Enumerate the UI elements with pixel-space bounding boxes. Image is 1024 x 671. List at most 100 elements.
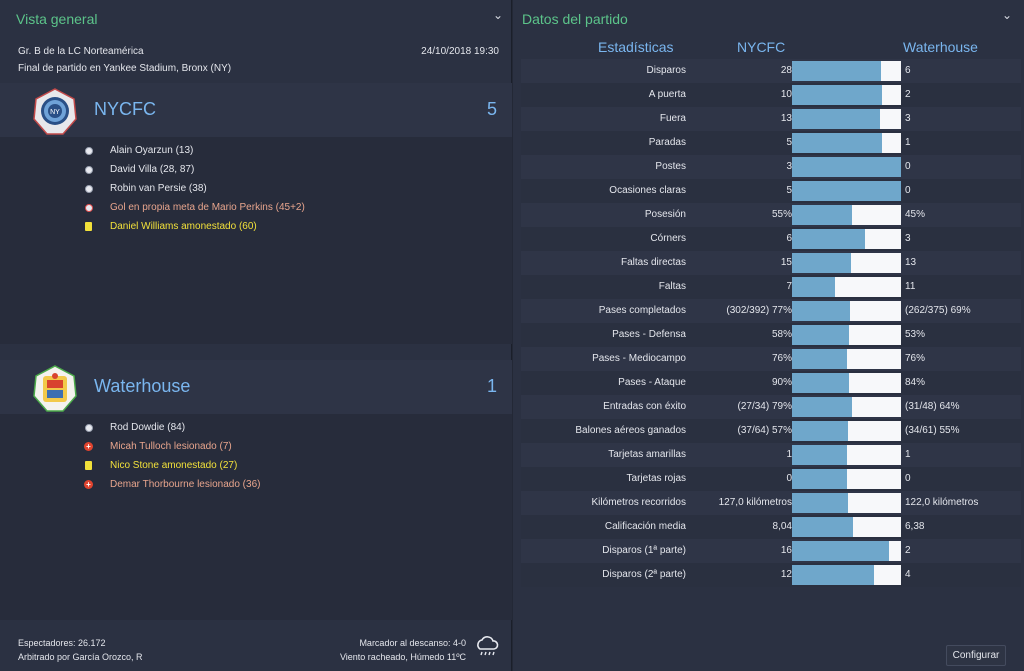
stat-home-value: 0 — [786, 473, 792, 484]
stat-comparison-bar — [792, 397, 901, 417]
stat-away-value: 2 — [905, 89, 911, 100]
stat-home-value: 3 — [786, 161, 792, 172]
event-text[interactable]: Rod Dowdie (84) — [110, 422, 186, 433]
stat-comparison-bar — [792, 469, 901, 489]
stat-label: Disparos (1ª parte) — [602, 545, 686, 556]
stat-comparison-bar — [792, 253, 901, 273]
stat-home-value: 13 — [780, 113, 792, 124]
away-team-name[interactable]: Waterhouse — [94, 376, 191, 396]
home-team-score: 5 — [486, 99, 497, 119]
stat-home-value: 28 — [780, 65, 792, 76]
stat-comparison-bar — [792, 109, 901, 129]
match-datetime: 24/10/2018 19:30 — [421, 46, 499, 57]
stat-comparison-bar — [792, 229, 901, 249]
stat-label: Paradas — [648, 137, 686, 148]
stat-row: Disparos 28 6 — [521, 59, 1021, 83]
event-text[interactable]: Gol en propia meta de Mario Perkins (45+… — [110, 202, 305, 213]
stat-home-value: 10 — [780, 89, 792, 100]
stat-away-value: 3 — [905, 233, 911, 244]
stat-home-value: 5 — [786, 185, 792, 196]
stat-away-value: 3 — [905, 113, 911, 124]
stat-home-bar-fill — [792, 181, 901, 201]
event-text[interactable]: Nico Stone amonestado (27) — [110, 460, 238, 471]
stat-home-value: 8,04 — [772, 521, 792, 532]
stat-away-value: 53% — [905, 329, 926, 340]
svg-text:NY: NY — [50, 109, 60, 116]
event-text[interactable]: David Villa (28, 87) — [110, 164, 195, 175]
stat-home-bar-fill — [792, 325, 849, 345]
stat-home-bar-fill — [792, 469, 847, 489]
stat-label: Disparos — [646, 65, 686, 76]
away-team-score: 1 — [486, 376, 497, 396]
stat-row: Disparos (2ª parte) 12 4 — [521, 563, 1021, 587]
stat-away-value: (31/48) 64% — [905, 401, 960, 412]
stat-comparison-bar — [792, 157, 901, 177]
away-team-block: Waterhouse 1 Rod Dowdie (84) + Micah Tullo… — [0, 360, 512, 620]
stat-home-value: 15 — [780, 257, 792, 268]
stat-comparison-bar — [792, 445, 901, 465]
competition-link[interactable]: Gr. B de la LC Norteamérica — [18, 46, 144, 57]
stat-home-value: 5 — [786, 137, 792, 148]
chevron-down-icon[interactable]: ⌄ — [492, 8, 503, 22]
stat-home-bar-fill — [792, 157, 901, 177]
stat-home-bar-fill — [792, 85, 883, 105]
event-row: + Micah Tulloch lesionado (7) — [0, 439, 512, 458]
stat-home-bar-fill — [792, 397, 852, 417]
chevron-down-icon[interactable]: ⌄ — [1001, 8, 1012, 22]
configure-button[interactable]: Configurar — [946, 645, 1006, 666]
event-text[interactable]: Alain Oyarzun (13) — [110, 145, 194, 156]
stat-home-bar-fill — [792, 133, 883, 153]
referee-text[interactable]: Arbitrado por García Orozco, R — [18, 652, 143, 662]
event-text[interactable]: Micah Tulloch lesionado (7) — [110, 441, 232, 452]
stat-label: Posesión — [644, 209, 686, 220]
event-row: Alain Oyarzun (13) — [0, 143, 512, 162]
stat-home-value: 6 — [786, 233, 792, 244]
stat-label: Ocasiones claras — [609, 185, 686, 196]
home-team-name[interactable]: NYCFC — [94, 99, 156, 119]
injury-icon: + — [84, 480, 93, 489]
stat-label: Fuera — [659, 113, 686, 124]
venue-text: Final de partido en Yankee Stadium, Bron… — [18, 63, 232, 74]
stat-label: Córners — [650, 233, 686, 244]
event-text[interactable]: Daniel Williams amonestado (60) — [110, 221, 257, 232]
stat-home-bar-fill — [792, 349, 847, 369]
nycfc-crest-icon[interactable]: NY — [30, 87, 80, 137]
stat-comparison-bar — [792, 85, 901, 105]
stat-away-value: 1 — [905, 137, 911, 148]
event-row: Robin van Persie (38) — [0, 181, 512, 200]
stat-home-bar-fill — [792, 541, 889, 561]
stat-comparison-bar — [792, 325, 901, 345]
event-text[interactable]: Demar Thorbourne lesionado (36) — [110, 479, 261, 490]
stat-label: Pases - Ataque — [618, 377, 686, 388]
stat-row: Faltas 7 11 — [521, 275, 1021, 299]
stat-row: Posesión 55% 45% — [521, 203, 1021, 227]
stat-row: Postes 3 0 — [521, 155, 1021, 179]
home-events-list: Alain Oyarzun (13) David Villa (28, 87) Ro… — [0, 143, 512, 238]
yellow-card-icon — [84, 461, 93, 470]
stat-home-value: 12 — [780, 569, 792, 580]
event-text[interactable]: Robin van Persie (38) — [110, 183, 207, 194]
stat-away-value: 45% — [905, 209, 926, 220]
waterhouse-crest-icon[interactable] — [30, 364, 80, 414]
stat-away-value: 4 — [905, 569, 911, 580]
halftime-score: Marcador al descanso: 4-0 — [359, 638, 466, 648]
stat-row: Pases - Defensa 58% 53% — [521, 323, 1021, 347]
stat-label: Pases completados — [598, 305, 686, 316]
stat-label: Balones aéreos ganados — [575, 425, 686, 436]
home-column-header: NYCFC — [737, 39, 786, 55]
stat-comparison-bar — [792, 421, 901, 441]
stat-away-value: 0 — [905, 473, 911, 484]
stat-row: Ocasiones claras 5 0 — [521, 179, 1021, 203]
stat-home-value: 7 — [786, 281, 792, 292]
stat-away-value: 84% — [905, 377, 926, 388]
stat-row: Disparos (1ª parte) 16 2 — [521, 539, 1021, 563]
stat-label: Entradas con éxito — [603, 401, 686, 412]
stat-row: Calificación media 8,04 6,38 — [521, 515, 1021, 539]
stat-row: Kilómetros recorridos 127,0 kilómetros 122… — [521, 491, 1021, 515]
stat-away-value: 6,38 — [905, 521, 925, 532]
stat-row: Pases - Ataque 90% 84% — [521, 371, 1021, 395]
stat-home-value: 127,0 kilómetros — [718, 497, 792, 508]
stat-label: Postes — [655, 161, 686, 172]
event-row: Daniel Williams amonestado (60) — [0, 219, 512, 238]
stat-comparison-bar — [792, 517, 901, 537]
